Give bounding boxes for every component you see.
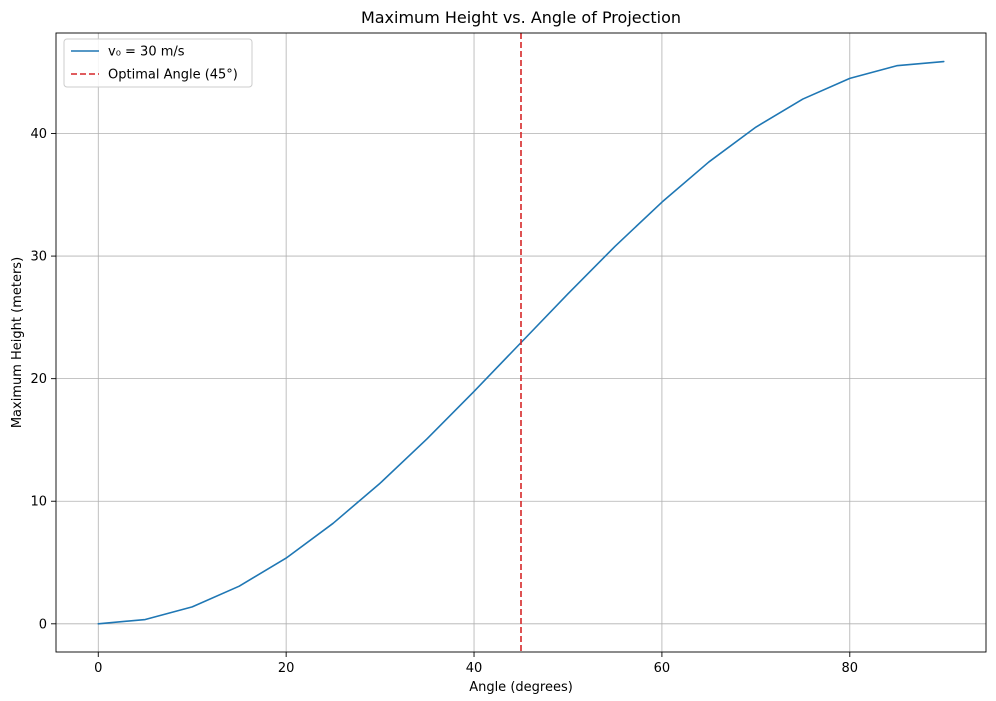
x-axis-label: Angle (degrees) xyxy=(469,680,573,695)
chart-title: Maximum Height vs. Angle of Projection xyxy=(361,8,681,27)
y-tick-label-2: 20 xyxy=(30,372,47,387)
legend-label-series-0: v₀ = 30 m/s xyxy=(108,45,185,60)
legend-label-vline-0: Optimal Angle (45°) xyxy=(108,68,238,83)
axis-layer: 0 20 40 60 80 0 10 20 30 40 xyxy=(30,127,858,676)
y-tick-label-1: 10 xyxy=(30,495,47,510)
y-tick-label-0: 0 xyxy=(39,617,47,632)
legend-box xyxy=(63,38,253,88)
x-tick-label-1: 20 xyxy=(278,661,295,676)
x-tick-label-3: 60 xyxy=(654,661,671,676)
y-tick-label-3: 30 xyxy=(30,250,47,265)
x-tick-label-4: 80 xyxy=(842,661,859,676)
y-axis-label: Maximum Height (meters) xyxy=(10,257,25,428)
x-tick-label-2: 40 xyxy=(466,661,483,676)
x-tick-label-0: 0 xyxy=(94,661,102,676)
plot-frame xyxy=(55,32,987,653)
y-tick-label-4: 40 xyxy=(30,127,47,142)
plot-layer xyxy=(97,33,945,652)
legend: v₀ = 30 m/s Optimal Angle (45°) xyxy=(63,38,253,88)
